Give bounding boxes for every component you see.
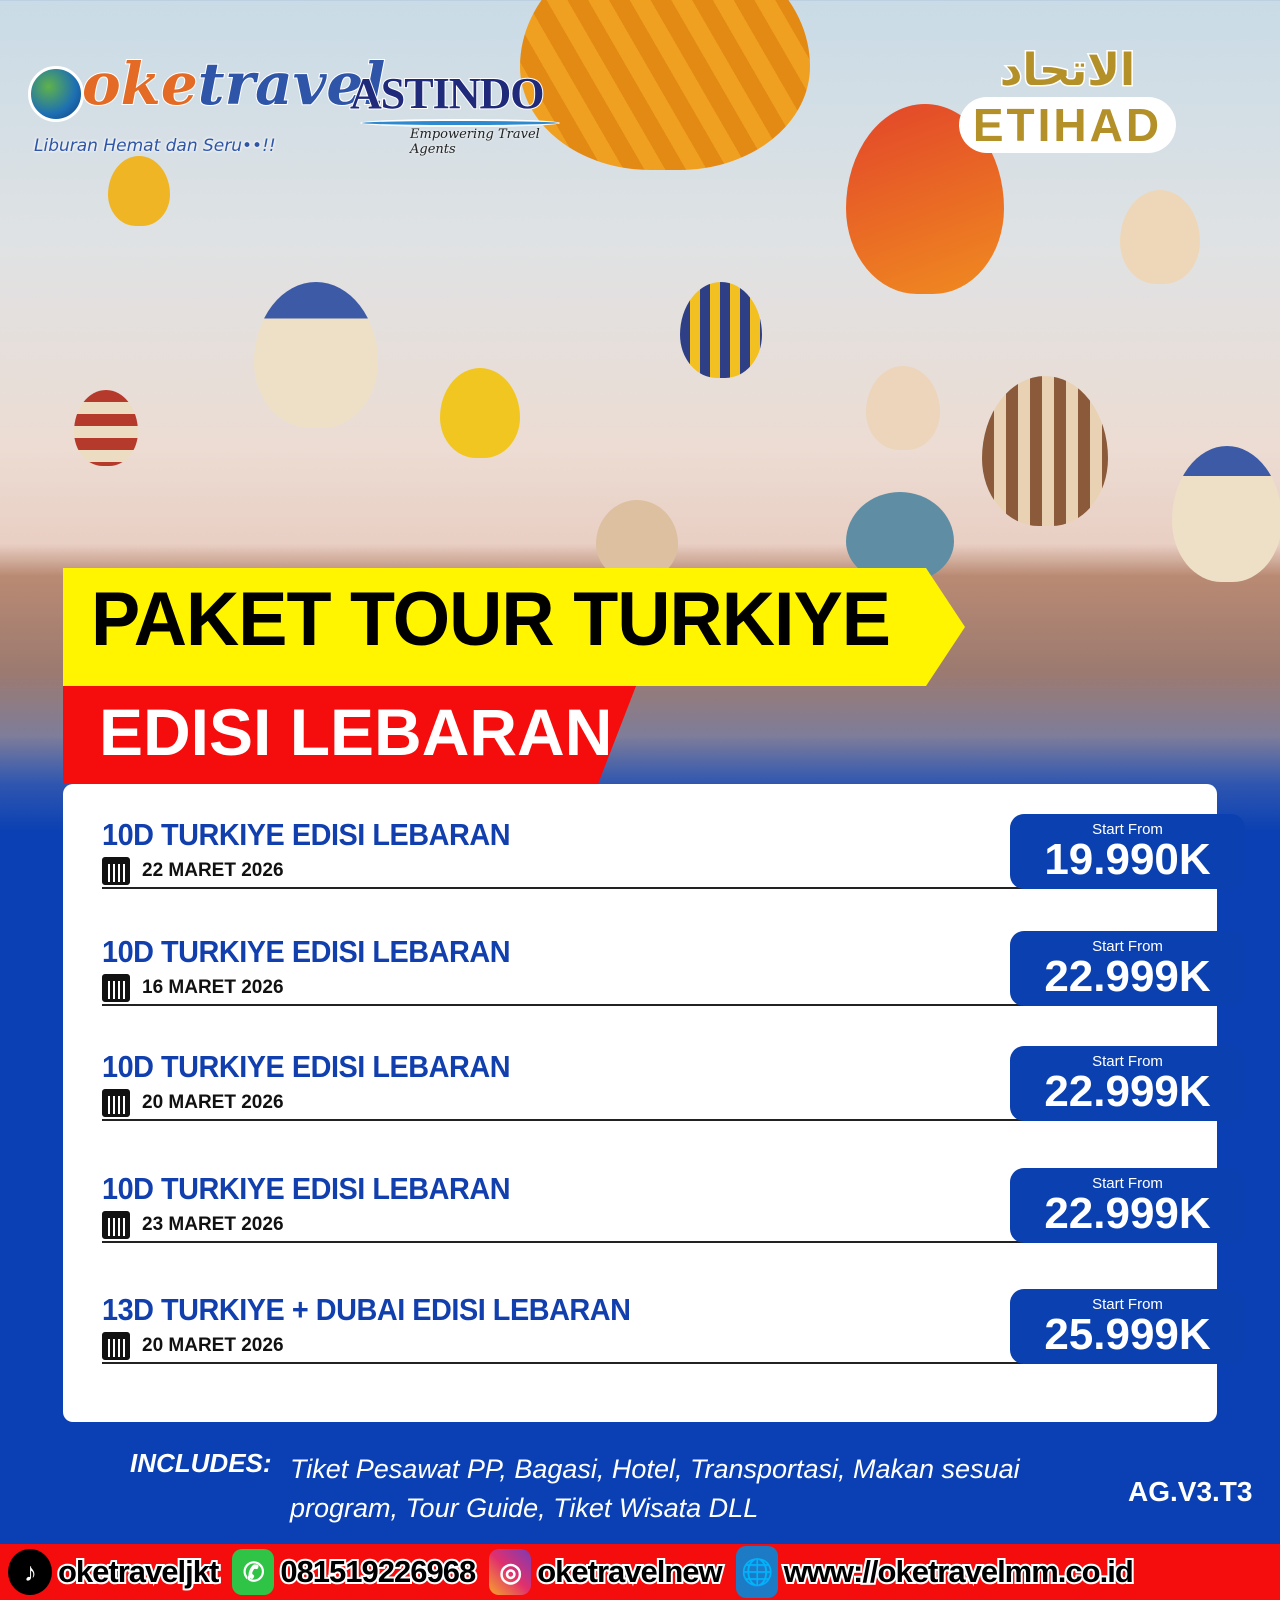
balloon-image — [1120, 190, 1200, 284]
package-row[interactable]: 10D TURKIYE EDISI LEBARAN 20 MARET 2026 … — [102, 1046, 1245, 1159]
balloon-image — [680, 282, 762, 378]
divider — [102, 1362, 1074, 1364]
tiktok-icon: ♪ — [8, 1549, 52, 1595]
divider — [102, 887, 1074, 889]
title-banner: PAKET TOUR TURKIYE — [63, 568, 965, 686]
balloon-image — [440, 368, 520, 458]
package-row[interactable]: 10D TURKIYE EDISI LEBARAN 22 MARET 2026 … — [102, 814, 1245, 927]
instagram-link[interactable]: ◎ oketravelnew — [489, 1549, 725, 1595]
globe-icon: 🌐 — [735, 1546, 778, 1598]
instagram-icon: ◎ — [489, 1549, 532, 1595]
package-row[interactable]: 10D TURKIYE EDISI LEBARAN 16 MARET 2026 … — [102, 931, 1245, 1044]
price-badge: Start From 19.990K — [1010, 814, 1245, 889]
divider — [102, 1004, 1074, 1006]
page-subtitle: EDISI LEBARAN — [99, 695, 613, 769]
balloon-image — [254, 282, 378, 428]
price-badge: Start From 25.999K — [1010, 1289, 1245, 1364]
package-row[interactable]: 13D TURKIYE + DUBAI EDISI LEBARAN 20 MAR… — [102, 1289, 1245, 1402]
calendar-icon — [102, 857, 130, 885]
website-link[interactable]: 🌐 www://oketravelmm.co.id — [735, 1546, 1136, 1598]
calendar-icon — [102, 1211, 130, 1239]
divider — [102, 1241, 1074, 1243]
balloon-image — [846, 492, 954, 582]
whatsapp-icon: ✆ — [232, 1549, 275, 1595]
balloon-image — [74, 390, 138, 466]
page-title: PAKET TOUR TURKIYE — [91, 577, 891, 662]
tiktok-link[interactable]: ♪ oketraveljkt — [8, 1549, 221, 1595]
package-list: 10D TURKIYE EDISI LEBARAN 22 MARET 2026 … — [63, 784, 1245, 1422]
etihad-logo: الاتحاد ETIHAD — [925, 44, 1210, 160]
astindo-logo: ASTINDO Empowering Travel Agents — [349, 68, 570, 158]
balloon-image — [1172, 446, 1280, 582]
divider — [102, 1119, 1074, 1121]
price-badge: Start From 22.999K — [1010, 931, 1245, 1006]
subtitle-banner: EDISI LEBARAN — [63, 686, 636, 784]
calendar-icon — [102, 1089, 130, 1117]
price-badge: Start From 22.999K — [1010, 1046, 1245, 1121]
balloon-image — [866, 366, 940, 450]
balloon-image — [108, 156, 170, 226]
product-code: AG.V3.T3 — [1128, 1476, 1253, 1507]
globe-icon — [28, 66, 84, 122]
contact-footer: ♪ oketraveljkt ✆ 081519226968 ◎ oketravelne… — [0, 1544, 1280, 1600]
calendar-icon — [102, 1332, 130, 1360]
balloon-image — [520, 0, 810, 170]
calendar-icon — [102, 974, 130, 1002]
balloon-image — [596, 500, 678, 580]
oketravel-logo: oketravel Liburan Hemat dan Seru••!! — [22, 38, 386, 163]
whatsapp-link[interactable]: ✆ 081519226968 — [232, 1549, 478, 1595]
price-badge: Start From 22.999K — [1010, 1168, 1245, 1243]
package-row[interactable]: 10D TURKIYE EDISI LEBARAN 23 MARET 2026 … — [102, 1168, 1245, 1281]
balloon-image — [982, 376, 1108, 526]
